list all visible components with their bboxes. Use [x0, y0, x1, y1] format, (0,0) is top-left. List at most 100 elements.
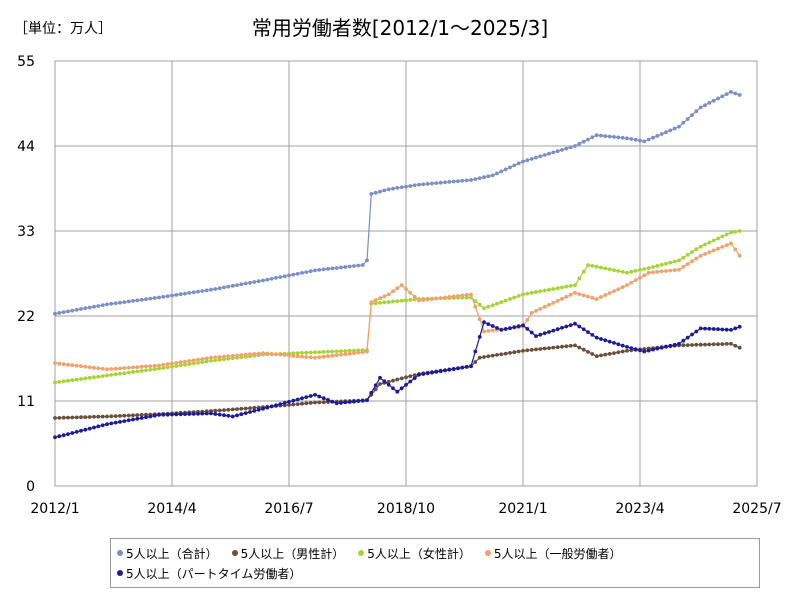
data-point — [503, 298, 508, 303]
data-point — [313, 268, 317, 273]
data-point — [581, 269, 586, 274]
data-point — [304, 270, 309, 274]
data-point — [87, 365, 92, 370]
data-point — [334, 401, 339, 406]
data-point — [586, 294, 590, 299]
data-point — [694, 342, 699, 347]
data-point — [568, 323, 573, 327]
data-point — [347, 351, 352, 356]
data-point — [612, 351, 616, 355]
data-point — [438, 369, 443, 374]
y-tick-label: 0 — [26, 479, 35, 495]
data-point — [681, 265, 686, 269]
data-point — [659, 345, 664, 350]
data-point — [538, 289, 543, 294]
data-point — [547, 303, 551, 307]
data-point — [529, 348, 534, 352]
data-point — [174, 364, 179, 368]
data-point — [733, 343, 738, 348]
data-point — [525, 327, 530, 331]
data-point — [161, 362, 166, 367]
data-point — [70, 431, 75, 435]
x-tick-label: 2023/4 — [615, 501, 664, 517]
data-point — [144, 297, 148, 302]
data-point — [560, 148, 564, 152]
data-point — [542, 331, 547, 336]
data-point — [200, 360, 205, 364]
data-point — [317, 355, 322, 360]
data-point — [278, 402, 283, 406]
data-point — [542, 153, 547, 157]
data-point — [694, 329, 699, 334]
data-point — [720, 342, 725, 346]
data-point — [308, 350, 313, 355]
data-point — [612, 135, 616, 139]
legend-item: 5人以上（一般労働者） — [484, 543, 622, 563]
data-point — [633, 269, 638, 273]
data-point — [651, 270, 655, 275]
data-point — [555, 299, 560, 303]
data-point — [464, 365, 469, 369]
data-point — [677, 267, 681, 272]
data-point — [386, 292, 391, 297]
data-point — [711, 238, 716, 243]
data-point — [681, 255, 686, 260]
data-point — [96, 414, 101, 419]
data-point — [100, 374, 105, 378]
data-point — [408, 184, 413, 188]
data-point — [473, 299, 478, 303]
data-point — [87, 415, 92, 419]
data-point — [434, 181, 439, 186]
data-point — [490, 324, 495, 328]
data-point — [126, 418, 131, 423]
data-point — [508, 297, 512, 301]
data-point — [222, 408, 226, 412]
data-point — [226, 284, 231, 289]
data-point — [343, 265, 348, 269]
data-point — [551, 345, 556, 350]
data-point — [300, 354, 304, 359]
data-point — [564, 324, 569, 329]
data-point — [334, 266, 339, 270]
data-point — [733, 247, 738, 252]
data-point — [304, 350, 309, 355]
data-point — [655, 346, 660, 351]
data-point — [226, 354, 231, 359]
data-point — [291, 353, 296, 358]
data-point — [386, 382, 391, 387]
data-point — [395, 299, 400, 303]
data-point — [152, 296, 157, 300]
data-point — [690, 113, 694, 117]
data-point — [586, 137, 590, 142]
data-point — [408, 374, 413, 379]
data-point — [61, 362, 66, 367]
data-point — [573, 321, 577, 326]
y-tick-label: 11 — [17, 394, 35, 410]
data-point — [378, 382, 382, 386]
data-point — [729, 90, 733, 94]
data-point — [109, 421, 114, 426]
data-point — [594, 264, 599, 269]
data-point — [733, 91, 738, 96]
data-point — [87, 305, 92, 310]
data-point — [672, 259, 677, 264]
data-point — [499, 352, 504, 357]
data-point — [551, 301, 556, 305]
data-point — [538, 307, 543, 311]
data-point — [703, 326, 707, 331]
data-point — [174, 293, 179, 297]
data-point — [92, 365, 96, 370]
data-point — [599, 133, 603, 138]
data-point — [451, 367, 456, 371]
data-point — [612, 289, 616, 293]
data-point — [620, 135, 625, 140]
data-point — [135, 413, 140, 417]
data-point — [672, 268, 677, 272]
data-point — [126, 299, 131, 304]
data-point — [252, 409, 257, 413]
data-point — [365, 258, 369, 263]
data-point — [230, 407, 235, 412]
data-point — [668, 128, 673, 133]
data-point — [183, 359, 187, 364]
data-point — [213, 287, 218, 291]
